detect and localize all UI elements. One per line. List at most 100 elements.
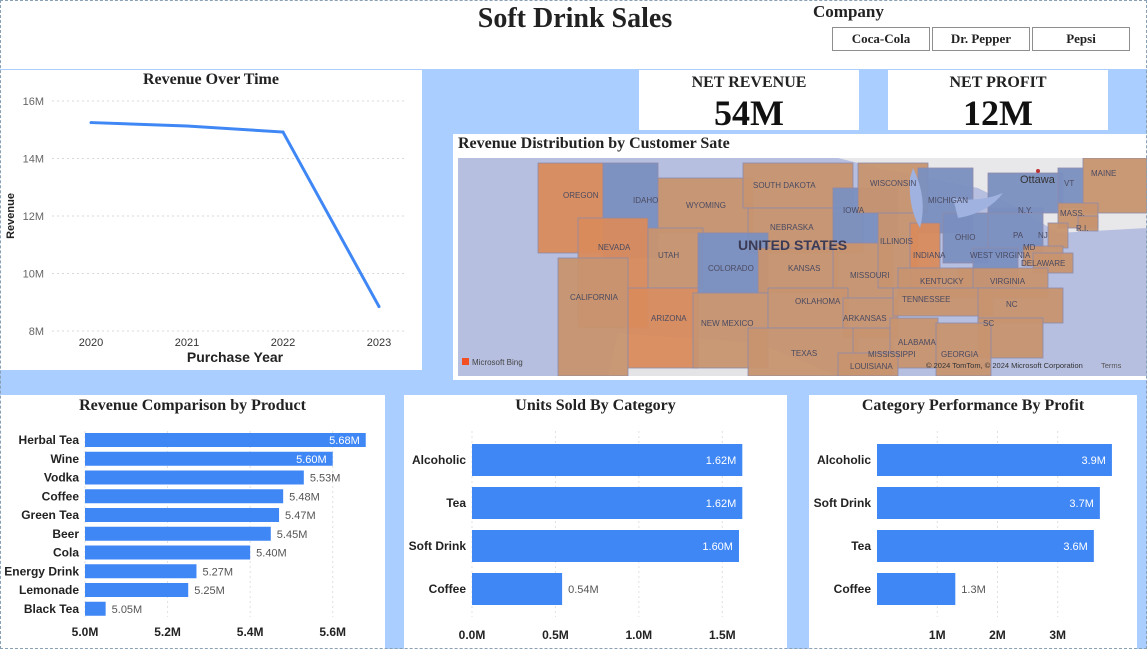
city-label: Ottawa bbox=[1020, 174, 1056, 186]
bar-x-tick: 1M bbox=[929, 628, 946, 642]
state-label: ARIZONA bbox=[651, 314, 687, 323]
line-x-tick: 2020 bbox=[79, 337, 103, 349]
bar-coffee[interactable] bbox=[877, 573, 956, 605]
state-arizona[interactable] bbox=[627, 287, 699, 369]
bar-category-label: Tea bbox=[851, 539, 871, 553]
company-button-pepsi[interactable]: Pepsi bbox=[1032, 27, 1130, 51]
net-revenue-card: NET REVENUE 54M bbox=[639, 70, 859, 133]
state-label: ILLINOIS bbox=[880, 237, 913, 246]
bar-alcoholic[interactable] bbox=[472, 444, 743, 476]
bar-energy-drink[interactable] bbox=[85, 564, 197, 579]
state-label: TEXAS bbox=[791, 349, 817, 358]
revenue-over-time-panel[interactable]: Revenue Over Time 8M 10M 12M 14M 16M 2020 2021… bbox=[0, 70, 422, 370]
bar-herbal-tea[interactable] bbox=[85, 433, 366, 447]
bar-soft-drink[interactable] bbox=[877, 487, 1100, 519]
state-label: IOWA bbox=[843, 206, 865, 215]
revenue-point[interactable] bbox=[185, 124, 189, 128]
bar-category-label: Coffee bbox=[429, 582, 467, 596]
bar-category-label: Soft Drink bbox=[409, 539, 467, 553]
state-georgia[interactable] bbox=[935, 322, 992, 376]
bar-data-label: 1.62M bbox=[706, 498, 737, 510]
line-x-tick: 2022 bbox=[271, 337, 295, 349]
state-label: R.I. bbox=[1076, 224, 1088, 233]
state-r-i[interactable] bbox=[1077, 215, 1099, 232]
bar-category-label: Beer bbox=[52, 527, 79, 541]
state-label: NC bbox=[1006, 300, 1018, 309]
bar-data-label: 1.60M bbox=[702, 541, 733, 553]
state-maine[interactable] bbox=[1082, 158, 1147, 214]
state-label: INDIANA bbox=[913, 251, 946, 260]
lake-erie bbox=[953, 193, 1003, 218]
state-oklahoma[interactable] bbox=[767, 287, 849, 329]
state-label: COLORADO bbox=[708, 264, 754, 273]
units-chart-title: Units Sold By Category bbox=[515, 397, 676, 414]
bar-alcoholic[interactable] bbox=[877, 444, 1112, 476]
bar-lemonade[interactable] bbox=[85, 583, 189, 597]
bar-tea[interactable] bbox=[472, 487, 743, 519]
state-label: OREGON bbox=[563, 191, 599, 200]
bar-data-label: 5.05M bbox=[112, 604, 143, 616]
state-label: KANSAS bbox=[788, 264, 820, 273]
units-by-category-panel[interactable]: Units Sold By Category 0.0M 0.5M 1.0M 1.5M A… bbox=[404, 395, 787, 649]
bar-cola[interactable] bbox=[85, 545, 251, 560]
bar-category-label: Wine bbox=[50, 452, 79, 466]
state-label: MISSOURI bbox=[850, 271, 890, 280]
product-chart-title: Revenue Comparison by Product bbox=[79, 397, 306, 414]
state-label: SOUTH DAKOTA bbox=[753, 181, 816, 190]
company-button-coca-cola[interactable]: Coca-Cola bbox=[832, 27, 930, 51]
map-title: Revenue Distribution by Customer Sate bbox=[458, 135, 730, 152]
bar-green-tea[interactable] bbox=[85, 508, 280, 522]
line-y-tick: 14M bbox=[23, 154, 44, 166]
line-y-tick: 12M bbox=[23, 211, 44, 223]
state-pa[interactable] bbox=[987, 207, 1044, 254]
company-slicer-label: Company bbox=[813, 2, 884, 21]
bar-tea[interactable] bbox=[877, 530, 1094, 562]
bar-black-tea[interactable] bbox=[85, 601, 106, 616]
company-button-dr-pepper[interactable]: Dr. Pepper bbox=[932, 27, 1030, 51]
line-x-tick: 2023 bbox=[367, 337, 391, 349]
bar-x-tick: 3M bbox=[1049, 628, 1066, 642]
revenue-point[interactable] bbox=[377, 305, 381, 309]
state-n-y[interactable] bbox=[987, 172, 1064, 214]
country-label: UNITED STATES bbox=[738, 237, 847, 253]
state-label: LOUISIANA bbox=[850, 362, 893, 371]
bar-data-label: 5.68M bbox=[329, 435, 360, 447]
revenue-point[interactable] bbox=[89, 121, 93, 125]
bar-data-label: 5.53M bbox=[310, 473, 341, 485]
state-kansas[interactable] bbox=[757, 247, 839, 294]
bar-data-label: 3.6M bbox=[1063, 541, 1087, 553]
bar-data-label: 1.3M bbox=[961, 584, 985, 596]
bar-category-label: Coffee bbox=[42, 489, 80, 503]
profit-by-category-panel[interactable]: Category Performance By Profit 1M 2M 3M Alc… bbox=[809, 395, 1137, 649]
revenue-by-product-panel[interactable]: Revenue Comparison by Product 5.0M 5.2M 5.… bbox=[0, 395, 385, 649]
state-california[interactable] bbox=[557, 257, 629, 376]
revenue-point[interactable] bbox=[281, 130, 285, 134]
line-chart: 8M 10M 12M 14M 16M 2020 2021 2022 2023 Purchase Y… bbox=[5, 96, 405, 365]
us-map[interactable]: OREGON IDAHO WYOMING SOUTH DAKOTA NEBRASKA IO… bbox=[458, 158, 1147, 376]
map-terms-link[interactable]: Terms bbox=[1101, 361, 1122, 370]
state-colorado[interactable] bbox=[697, 232, 769, 294]
state-utah[interactable] bbox=[647, 227, 704, 289]
bar-vodka[interactable] bbox=[85, 470, 304, 485]
bar-beer[interactable] bbox=[85, 526, 271, 541]
state-label: MASS. bbox=[1060, 209, 1085, 218]
bar-coffee[interactable] bbox=[85, 489, 284, 504]
profit-chart-title: Category Performance By Profit bbox=[861, 397, 1085, 414]
state-label: WYOMING bbox=[686, 201, 726, 210]
bar-coffee[interactable] bbox=[472, 573, 563, 605]
state-louisiana[interactable] bbox=[837, 352, 899, 376]
bar-category-label: Alcoholic bbox=[412, 453, 466, 467]
bar-category-label: Tea bbox=[446, 496, 466, 510]
state-label: NEW MEXICO bbox=[701, 319, 753, 328]
revenue-line[interactable] bbox=[90, 121, 381, 308]
state-tennessee[interactable] bbox=[892, 287, 994, 317]
state-nc[interactable] bbox=[977, 287, 1064, 324]
bar-soft-drink[interactable] bbox=[472, 530, 739, 562]
bar-x-tick: 0.5M bbox=[542, 628, 569, 642]
state-wyoming[interactable] bbox=[657, 177, 754, 234]
bar-category-label: Alcoholic bbox=[817, 453, 871, 467]
state-label: PA bbox=[1013, 231, 1024, 240]
map-labels: OREGON IDAHO WYOMING SOUTH DAKOTA NEBRASKA IO… bbox=[563, 169, 1116, 371]
bar-wine[interactable] bbox=[85, 451, 333, 466]
